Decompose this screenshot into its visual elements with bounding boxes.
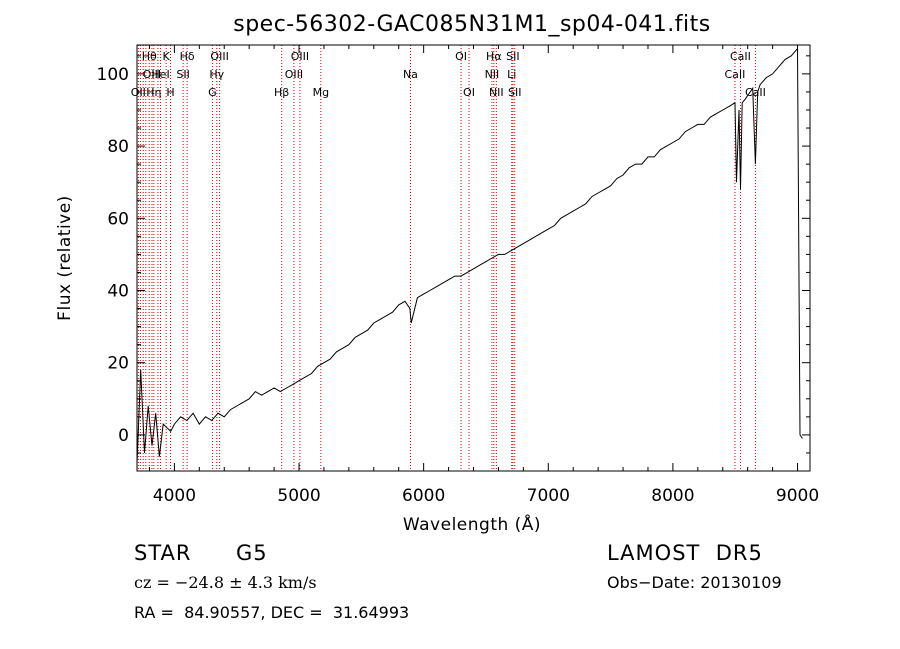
object-class: STAR xyxy=(134,541,192,565)
x-tick-label: 9000 xyxy=(776,486,819,506)
y-tick-label: 0 xyxy=(118,426,129,446)
line-label: CaII xyxy=(745,86,766,99)
line-label: OI xyxy=(455,50,467,63)
coordinates-readout: RA = 84.90557, DEC = 31.64993 xyxy=(134,603,410,622)
y-axis-label: Flux (relative) xyxy=(55,195,75,321)
spectrum-series-line xyxy=(136,47,803,464)
line-label: G xyxy=(208,86,217,99)
x-axis-label: Wavelength (Å) xyxy=(403,513,541,535)
chart-title: spec-56302-GAC085N31M1_sp04-041.fits xyxy=(233,12,711,37)
redshift-readout: cz = −24.8 ± 4.3 km/s xyxy=(134,573,317,592)
x-tick-label: 4000 xyxy=(153,486,196,506)
y-tick-label: 100 xyxy=(97,65,129,85)
line-label: Hγ xyxy=(209,68,224,81)
line-label: CaII xyxy=(725,68,746,81)
line-label: OII xyxy=(131,86,146,99)
line-label: NII xyxy=(489,86,504,99)
emission-line-markers xyxy=(137,45,756,471)
line-label: Hθ xyxy=(142,50,157,63)
x-tick-label: 5000 xyxy=(277,486,320,506)
line-label: SII xyxy=(508,86,521,99)
line-label: Li xyxy=(507,68,516,81)
line-label: OIII xyxy=(210,50,228,63)
plot-frame xyxy=(136,44,811,472)
y-tick-label: 80 xyxy=(107,137,129,157)
line-label: OI xyxy=(463,86,475,99)
y-tick-label: 60 xyxy=(107,209,129,229)
line-label: OIII xyxy=(291,50,309,63)
line-label: SII xyxy=(176,68,189,81)
line-label: CaII xyxy=(730,50,751,63)
x-tick-label: 6000 xyxy=(402,486,445,506)
survey-name: LAMOST DR5 xyxy=(607,541,763,565)
y-axis-ticks: 0 20 40 60 80 100 xyxy=(97,55,810,454)
line-label: SII xyxy=(506,50,519,63)
x-axis-ticks: 4000 5000 6000 7000 8000 9000 xyxy=(148,45,819,506)
observation-date: Obs−Date: 20130109 xyxy=(607,573,782,592)
x-tick-label: 8000 xyxy=(651,486,694,506)
line-label: Hδ xyxy=(180,50,195,63)
line-label: HeI xyxy=(151,68,169,81)
line-label: OIII xyxy=(285,68,303,81)
y-tick-label: 40 xyxy=(107,281,129,301)
x-tick-label: 7000 xyxy=(527,486,570,506)
line-label: Mg xyxy=(313,86,329,99)
line-label: NII xyxy=(485,68,500,81)
line-label: Hβ xyxy=(274,86,289,99)
y-tick-label: 20 xyxy=(107,354,129,374)
line-label: K xyxy=(163,50,171,63)
line-label: Hη xyxy=(146,86,161,99)
line-label: Hα xyxy=(486,50,502,63)
line-label: H xyxy=(166,86,174,99)
line-label: OIII xyxy=(143,68,161,81)
object-subclass: G5 xyxy=(236,541,268,565)
emission-line-labels: OIIHθOIIIHηHeIKHSIIHδGHγOIIIHβOIIIOIIIMg… xyxy=(131,50,766,99)
line-label: Na xyxy=(403,68,418,81)
